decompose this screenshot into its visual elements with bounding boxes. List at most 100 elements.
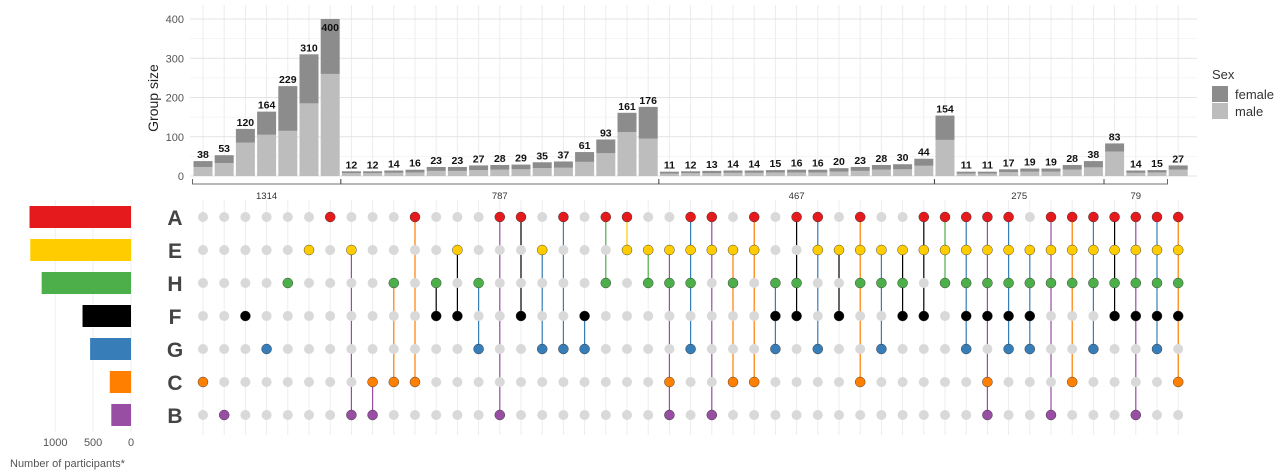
bar-value-label: 19 bbox=[1045, 157, 1057, 169]
y-tick-label: 400 bbox=[166, 14, 184, 26]
membership-dot-filled bbox=[685, 211, 696, 223]
membership-dot-empty bbox=[834, 377, 844, 387]
membership-dot-empty bbox=[876, 212, 887, 222]
membership-dot-empty bbox=[240, 245, 251, 255]
membership-dot-filled bbox=[1003, 310, 1014, 322]
membership-dot-filled bbox=[1151, 277, 1163, 289]
membership-dot-empty bbox=[282, 311, 293, 321]
membership-dot-filled bbox=[961, 211, 972, 223]
membership-dot-empty bbox=[431, 245, 442, 255]
membership-dot-empty bbox=[261, 377, 272, 387]
membership-dot-filled bbox=[982, 277, 993, 289]
bar-female-segment bbox=[744, 170, 764, 173]
membership-dot-empty bbox=[219, 245, 230, 255]
bar-value-label: 30 bbox=[897, 152, 909, 164]
membership-dot-empty bbox=[749, 311, 760, 321]
membership-dot-empty bbox=[664, 212, 675, 222]
bar-female-segment bbox=[914, 158, 934, 166]
membership-dot-empty bbox=[622, 377, 632, 387]
membership-dot-empty bbox=[219, 344, 230, 354]
bar-value-label: 14 bbox=[727, 159, 739, 171]
bar-female-segment bbox=[787, 169, 807, 173]
membership-dot-empty bbox=[240, 410, 251, 420]
bar-value-label: 14 bbox=[388, 159, 400, 171]
membership-dot-empty bbox=[579, 212, 590, 222]
membership-dot-filled bbox=[515, 211, 527, 223]
membership-dot-empty bbox=[600, 377, 611, 387]
membership-dot-filled bbox=[1172, 211, 1184, 223]
bar-value-label: 37 bbox=[558, 149, 570, 161]
set-size-bar-B bbox=[111, 404, 131, 426]
membership-dot-empty bbox=[198, 410, 208, 420]
y-tick-label: 100 bbox=[166, 132, 184, 144]
bar-value-label: 229 bbox=[279, 74, 297, 86]
bar-male-segment bbox=[1041, 171, 1061, 176]
membership-dot-empty bbox=[431, 212, 442, 222]
membership-dot-filled bbox=[1024, 277, 1036, 289]
membership-dot-empty bbox=[812, 311, 823, 321]
membership-dot-empty bbox=[940, 410, 950, 420]
bar-male-segment bbox=[956, 173, 976, 176]
bar-value-label: 27 bbox=[1172, 153, 1184, 165]
membership-dot-filled bbox=[303, 244, 315, 256]
membership-dot-filled bbox=[282, 277, 293, 289]
membership-dot-filled bbox=[643, 277, 654, 289]
membership-dot-empty bbox=[664, 344, 675, 354]
membership-dot-empty bbox=[940, 311, 950, 321]
membership-dot-filled bbox=[431, 310, 442, 322]
membership-dot-empty bbox=[643, 212, 654, 222]
membership-dot-filled bbox=[876, 277, 887, 289]
bar-value-label: 16 bbox=[812, 158, 824, 170]
bar-female-segment bbox=[1168, 165, 1188, 170]
membership-dot-empty bbox=[261, 311, 272, 321]
membership-dot-empty bbox=[812, 410, 823, 420]
y-tick-label: 300 bbox=[166, 53, 184, 65]
bar-male-segment bbox=[1020, 171, 1040, 176]
membership-dot-empty bbox=[367, 245, 378, 255]
membership-dot-empty bbox=[918, 278, 929, 288]
bar-value-label: 28 bbox=[876, 153, 888, 165]
membership-dot-empty bbox=[1152, 410, 1162, 420]
bar-female-segment bbox=[829, 168, 849, 172]
bar-male-segment bbox=[469, 170, 489, 176]
membership-dot-empty bbox=[346, 344, 357, 354]
membership-dot-empty bbox=[643, 311, 654, 321]
membership-dot-filled bbox=[537, 343, 548, 355]
membership-dot-empty bbox=[579, 410, 590, 420]
bar-female-segment bbox=[808, 169, 828, 173]
membership-dot-filled bbox=[664, 277, 675, 289]
membership-dot-filled bbox=[706, 409, 717, 421]
bar-female-segment bbox=[999, 169, 1019, 173]
membership-dot-filled bbox=[600, 277, 611, 289]
bar-female-segment bbox=[490, 165, 510, 170]
bar-female-segment bbox=[469, 165, 489, 171]
membership-dot-filled bbox=[770, 343, 781, 355]
membership-dot-filled bbox=[1088, 343, 1099, 355]
bar-female-segment bbox=[850, 166, 870, 171]
membership-dot-empty bbox=[494, 344, 505, 354]
membership-dot-empty bbox=[452, 377, 463, 387]
membership-dot-empty bbox=[473, 311, 484, 321]
bar-female-segment bbox=[405, 169, 425, 173]
bar-value-label: 161 bbox=[618, 101, 636, 113]
membership-dot-empty bbox=[516, 410, 526, 420]
membership-dot-empty bbox=[410, 245, 420, 255]
membership-dot-empty bbox=[685, 311, 696, 321]
membership-dot-filled bbox=[558, 211, 569, 223]
membership-dot-empty bbox=[325, 410, 336, 420]
bar-value-label: 38 bbox=[197, 149, 209, 161]
membership-dot-empty bbox=[431, 377, 442, 387]
membership-dot-filled bbox=[770, 310, 781, 322]
membership-dot-empty bbox=[304, 377, 314, 387]
bar-value-label: 44 bbox=[918, 147, 930, 159]
membership-dot-empty bbox=[791, 410, 802, 420]
membership-dot-filled bbox=[1151, 211, 1163, 223]
bar-value-label: 400 bbox=[321, 22, 339, 34]
membership-dot-empty bbox=[791, 245, 802, 255]
group-bracket bbox=[1103, 179, 1168, 185]
membership-dot-empty bbox=[643, 410, 654, 420]
membership-dot-empty bbox=[1024, 410, 1035, 420]
membership-dot-filled bbox=[664, 409, 675, 421]
membership-dot-empty bbox=[643, 344, 654, 354]
